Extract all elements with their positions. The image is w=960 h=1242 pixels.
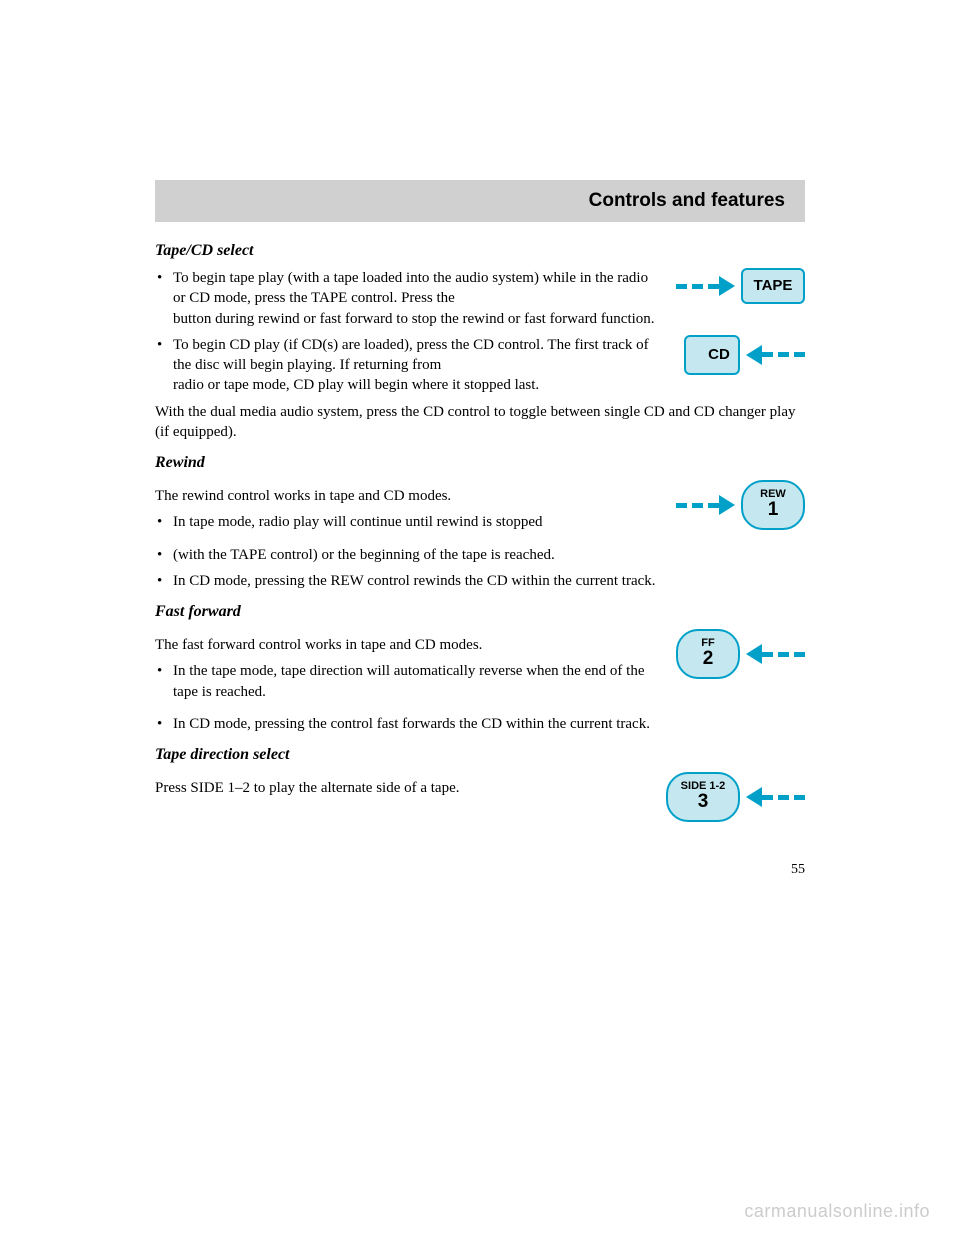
cd-button: CD	[684, 335, 740, 375]
tapecd-list: To begin tape play (with a tape loaded i…	[155, 268, 805, 396]
ff-button-illustration: FF 2	[676, 629, 805, 679]
paragraph: With the dual media audio system, press …	[155, 402, 805, 443]
section-title-tapedir: Tape direction select	[155, 746, 805, 764]
button-number: 1	[768, 500, 779, 521]
rew-button: REW 1	[741, 480, 805, 530]
side-button-illustration: SIDE 1-2 3	[666, 772, 805, 822]
bullet-continuation: button during rewind or fast forward to …	[173, 309, 805, 329]
list-item: In CD mode, pressing the REW control rew…	[155, 571, 805, 591]
bullet-text: To begin CD play (if CD(s) are loaded), …	[173, 335, 669, 376]
tape-button-illustration: TAPE	[676, 268, 805, 304]
arrow-left-icon	[746, 345, 805, 365]
bullet-continuation: (with the TAPE control) or the beginning…	[155, 545, 805, 565]
bullet-text: To begin tape play (with a tape loaded i…	[173, 268, 661, 309]
paragraph: The rewind control works in tape and CD …	[155, 486, 661, 506]
header-bar: Controls and features	[155, 180, 805, 222]
arrow-right-icon	[676, 276, 735, 296]
list-item: In tape mode, radio play will continue u…	[155, 512, 661, 532]
button-number: 2	[703, 649, 714, 670]
arrow-left-icon	[746, 644, 805, 664]
ff-list: In the tape mode, tape direction will au…	[155, 661, 661, 702]
section-title-rewind: Rewind	[155, 454, 805, 472]
tape-button: TAPE	[741, 268, 805, 304]
bullet-continuation: radio or tape mode, CD play will begin w…	[173, 375, 805, 395]
list-item: To begin tape play (with a tape loaded i…	[155, 268, 805, 329]
cd-button-illustration: CD	[684, 335, 805, 375]
paragraph: Press SIDE 1–2 to play the alternate sid…	[155, 778, 651, 798]
rewind-list: In tape mode, radio play will continue u…	[155, 512, 661, 532]
rewind-list-2: In CD mode, pressing the REW control rew…	[155, 571, 805, 591]
section-title-ff: Fast forward	[155, 603, 805, 621]
side-button: SIDE 1-2 3	[666, 772, 740, 822]
ff-list-2: In CD mode, pressing the control fast fo…	[155, 714, 805, 734]
arrow-left-icon	[746, 787, 805, 807]
list-item: To begin CD play (if CD(s) are loaded), …	[155, 335, 805, 396]
list-item: In CD mode, pressing the control fast fo…	[155, 714, 805, 734]
header-title: Controls and features	[589, 190, 785, 212]
section-title-tapecd: Tape/CD select	[155, 242, 805, 260]
page-content: Controls and features Tape/CD select To …	[0, 0, 960, 928]
list-item: In the tape mode, tape direction will au…	[155, 661, 661, 702]
watermark: carmanualsonline.info	[744, 1201, 930, 1222]
arrow-right-icon	[676, 495, 735, 515]
ff-button: FF 2	[676, 629, 740, 679]
paragraph: The fast forward control works in tape a…	[155, 635, 661, 655]
page-number: 55	[155, 862, 805, 878]
button-number: 3	[698, 792, 709, 813]
rew-button-illustration: REW 1	[676, 480, 805, 530]
